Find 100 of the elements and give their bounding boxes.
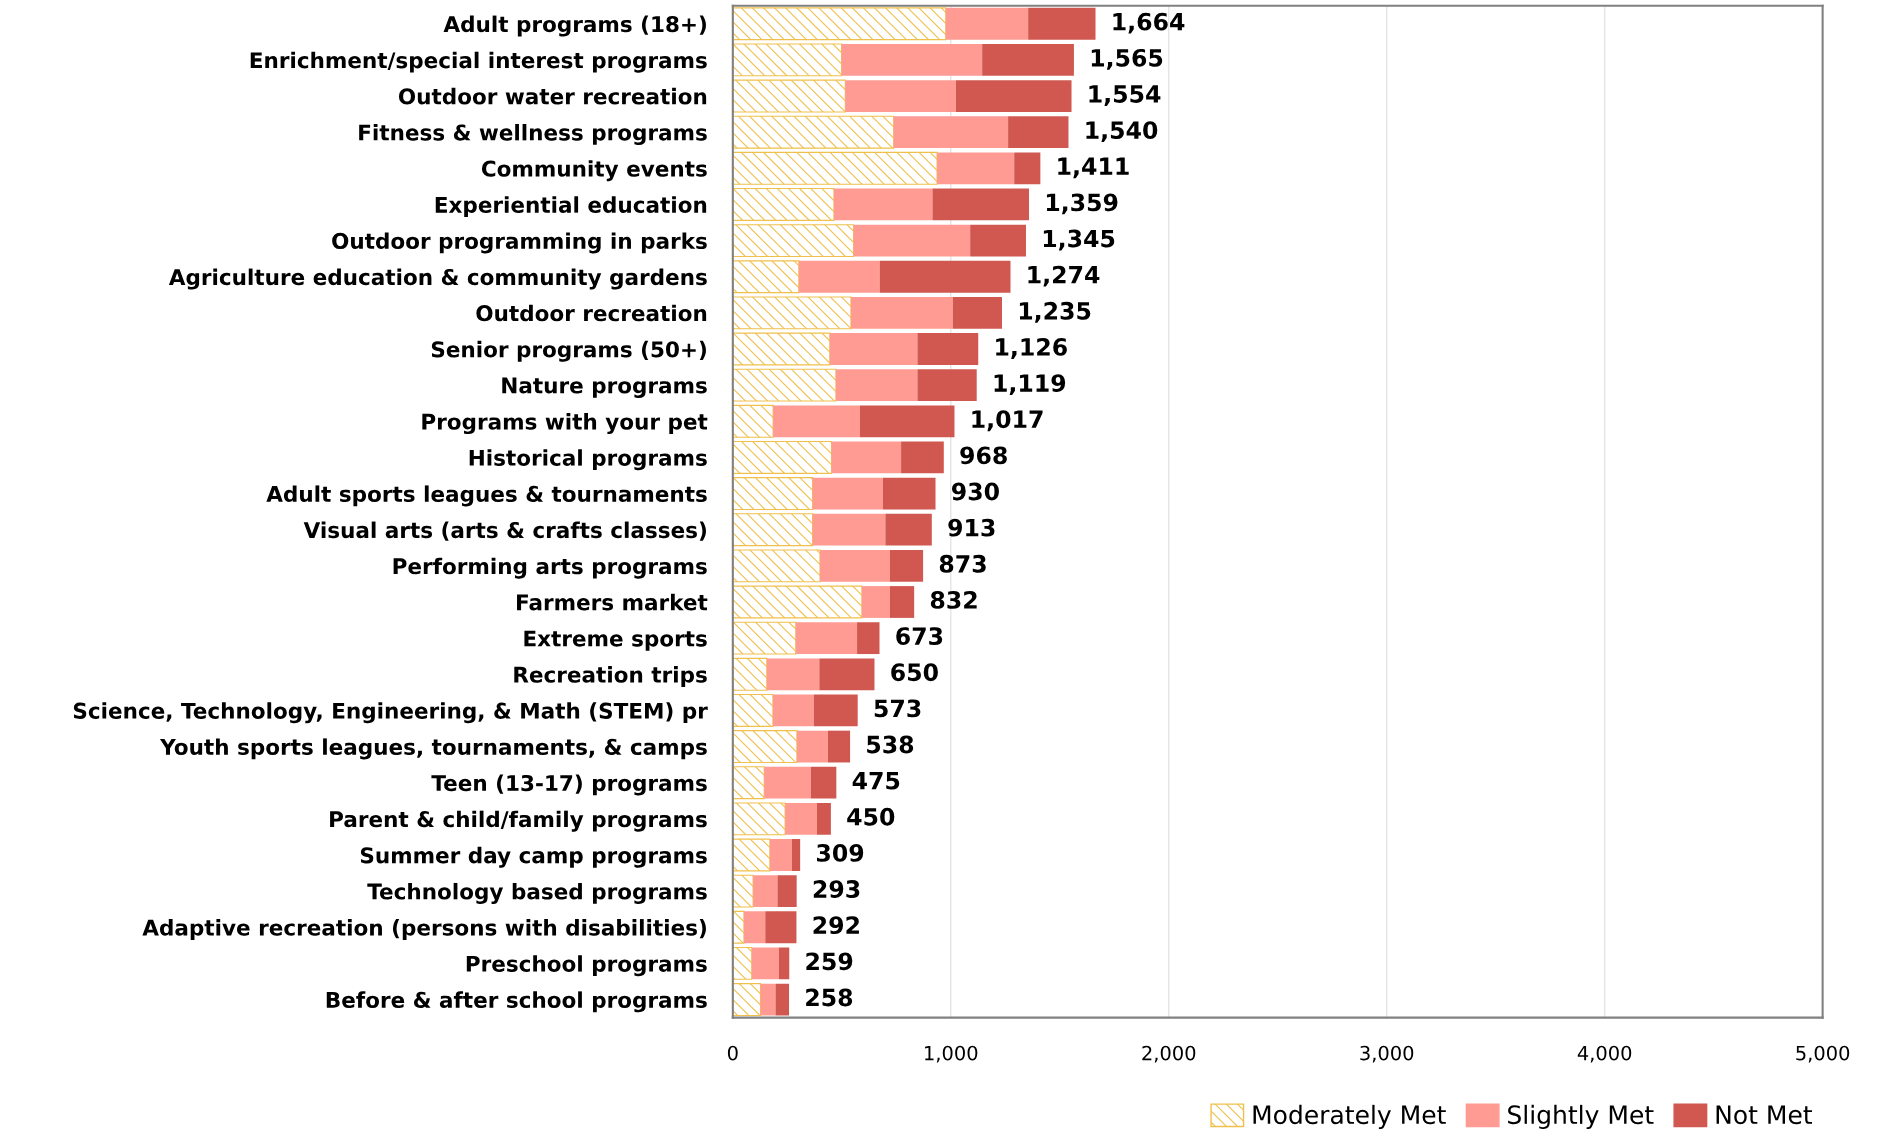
x-tick-label: 4,000 bbox=[1577, 1045, 1632, 1063]
bar bbox=[773, 405, 860, 438]
y-tick-label: Youth sports leagues, tournaments, & camps bbox=[159, 738, 707, 760]
bar bbox=[791, 839, 801, 871]
y-tick-label: Farmers market bbox=[517, 593, 708, 611]
bar bbox=[777, 875, 797, 908]
total-label: 1,274 bbox=[1028, 265, 1100, 287]
total-label: 1,119 bbox=[994, 374, 1066, 396]
total-label: 832 bbox=[930, 590, 977, 609]
y-tick-label: Parent & child/family programs bbox=[330, 810, 707, 832]
y-tick-label: Programs with your pet bbox=[422, 413, 708, 435]
bar bbox=[732, 549, 821, 583]
bar bbox=[889, 586, 915, 618]
bar bbox=[970, 224, 1026, 257]
total-label: 1,345 bbox=[1043, 229, 1115, 251]
y-tick-label: Before & after school programs bbox=[326, 991, 707, 1013]
bar bbox=[772, 694, 814, 727]
y-tick-label: Technology based programs bbox=[367, 882, 707, 904]
total-label: 913 bbox=[948, 518, 995, 537]
bar bbox=[732, 693, 774, 727]
bar bbox=[732, 802, 786, 836]
bar bbox=[765, 911, 797, 944]
bar bbox=[764, 766, 811, 799]
y-tick-label: Extreme sports bbox=[524, 630, 707, 651]
bar bbox=[732, 730, 798, 764]
bar bbox=[732, 151, 938, 185]
total-label: 1,554 bbox=[1089, 85, 1161, 106]
total-label: 538 bbox=[867, 735, 914, 754]
total-label: 1,540 bbox=[1086, 121, 1158, 143]
y-tick-label: Historical programs bbox=[469, 449, 707, 471]
bar bbox=[982, 43, 1074, 76]
total-label: 873 bbox=[939, 554, 986, 573]
total-label: 293 bbox=[813, 880, 860, 898]
total-label: 258 bbox=[806, 988, 853, 1007]
bar bbox=[917, 369, 977, 402]
bar bbox=[732, 946, 753, 980]
bar bbox=[778, 947, 790, 980]
bar bbox=[732, 260, 800, 294]
bar bbox=[732, 79, 846, 113]
bar bbox=[743, 911, 766, 944]
bar bbox=[827, 730, 851, 763]
bar bbox=[796, 730, 828, 763]
total-label: 309 bbox=[817, 843, 864, 862]
bar bbox=[732, 332, 831, 366]
x-tick-label: 1,000 bbox=[925, 1045, 978, 1063]
bar bbox=[859, 405, 955, 438]
bar bbox=[775, 983, 790, 1016]
bar bbox=[882, 477, 936, 510]
bar bbox=[732, 115, 895, 149]
bar bbox=[819, 658, 875, 691]
y-tick-label: Adult sports leagues & tournaments bbox=[266, 485, 707, 507]
bar bbox=[956, 80, 1072, 112]
y-tick-label: Community events bbox=[481, 160, 707, 182]
bar bbox=[833, 188, 933, 221]
y-tick-label: Recreation trips bbox=[514, 666, 707, 687]
total-label: 1,126 bbox=[996, 338, 1067, 359]
bar bbox=[917, 333, 979, 365]
x-tick-label: 3,000 bbox=[1360, 1045, 1414, 1063]
y-tick-label: Teen (13-17) programs bbox=[431, 774, 707, 796]
bar bbox=[732, 513, 814, 547]
bar bbox=[831, 441, 902, 474]
total-label: 1,565 bbox=[1091, 48, 1163, 70]
total-label: 968 bbox=[960, 446, 1007, 465]
bar bbox=[945, 7, 1029, 40]
total-label: 450 bbox=[847, 807, 895, 826]
bar bbox=[732, 440, 833, 474]
total-label: 1,664 bbox=[1113, 12, 1185, 34]
y-tick-label: Outdoor water recreation bbox=[398, 87, 707, 105]
bar bbox=[732, 296, 852, 330]
y-tick-label: Experiential education bbox=[435, 196, 707, 218]
bar bbox=[853, 224, 971, 257]
legend-label: Not Met bbox=[1716, 1105, 1813, 1125]
bar bbox=[879, 260, 1011, 293]
bar bbox=[812, 477, 883, 510]
bar bbox=[841, 43, 983, 76]
y-tick-label: Summer day camp programs bbox=[360, 846, 707, 868]
y-tick-label: Preschool programs bbox=[466, 955, 707, 977]
bar bbox=[795, 622, 858, 655]
bar bbox=[812, 513, 886, 546]
legend-label: Moderately Met bbox=[1253, 1104, 1446, 1130]
bar bbox=[932, 188, 1030, 221]
bar bbox=[889, 549, 924, 582]
total-label: 1,017 bbox=[972, 410, 1043, 432]
bar bbox=[766, 658, 820, 691]
bar bbox=[753, 875, 778, 908]
total-label: 292 bbox=[813, 916, 859, 935]
legend-label: Slightly Met bbox=[1508, 1104, 1654, 1130]
bar bbox=[901, 441, 944, 474]
bar bbox=[813, 694, 858, 727]
bar bbox=[732, 7, 947, 41]
y-tick-label: Enrichment/special interest programs bbox=[250, 51, 707, 73]
y-tick-label: Adaptive recreation (persons with disabilities) bbox=[142, 919, 706, 940]
y-tick-label: Performing arts programs bbox=[393, 557, 707, 579]
total-label: 1,235 bbox=[1019, 301, 1091, 323]
y-tick-label: Outdoor programming in parks bbox=[332, 232, 707, 254]
bar bbox=[1014, 152, 1041, 185]
y-tick-label: Visual arts (arts & crafts classes) bbox=[303, 521, 706, 541]
bar bbox=[732, 585, 863, 619]
bar bbox=[1028, 7, 1096, 40]
bar bbox=[732, 477, 814, 511]
